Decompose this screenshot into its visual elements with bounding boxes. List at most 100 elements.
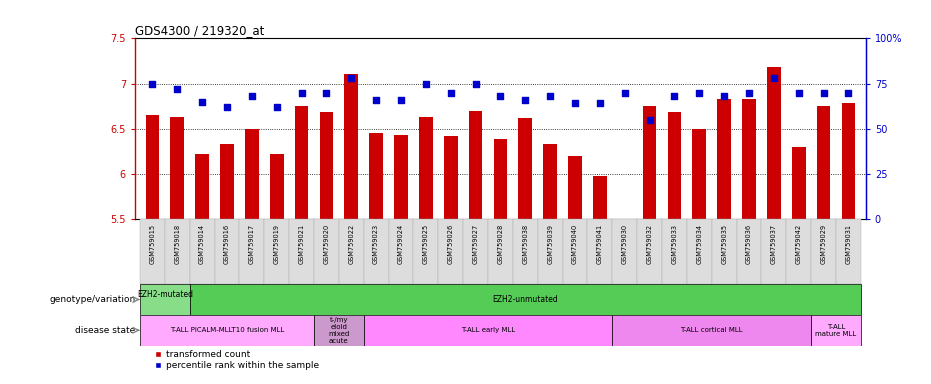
Bar xyxy=(811,219,836,284)
Bar xyxy=(613,315,811,346)
Bar xyxy=(693,129,706,219)
Bar xyxy=(593,175,607,219)
Bar xyxy=(264,219,290,284)
Point xyxy=(145,81,160,87)
Bar xyxy=(140,219,165,284)
Point xyxy=(568,100,583,106)
Text: GSM759020: GSM759020 xyxy=(323,224,330,264)
Point xyxy=(294,89,309,96)
Text: GSM759025: GSM759025 xyxy=(423,224,429,264)
Text: GSM759015: GSM759015 xyxy=(149,224,155,264)
Text: GSM759041: GSM759041 xyxy=(597,224,603,264)
Text: GSM759032: GSM759032 xyxy=(646,224,653,264)
Text: disease state: disease state xyxy=(75,326,136,335)
Point xyxy=(841,89,856,96)
Text: GSM759026: GSM759026 xyxy=(448,224,453,264)
Text: EZH2-mutated: EZH2-mutated xyxy=(137,290,193,309)
Bar xyxy=(742,99,756,219)
Point xyxy=(692,89,707,96)
Text: GSM759021: GSM759021 xyxy=(299,224,304,264)
Bar xyxy=(642,106,656,219)
Bar xyxy=(842,103,856,219)
Bar xyxy=(270,154,284,219)
Text: GSM759038: GSM759038 xyxy=(522,224,528,264)
Bar xyxy=(836,219,861,284)
Text: genotype/variation: genotype/variation xyxy=(49,295,136,304)
Bar xyxy=(394,135,408,219)
Bar xyxy=(364,315,613,346)
Text: GSM759029: GSM759029 xyxy=(820,224,827,264)
Bar xyxy=(488,219,513,284)
Text: GSM759040: GSM759040 xyxy=(572,224,578,264)
Text: GSM759018: GSM759018 xyxy=(174,224,181,264)
Bar xyxy=(419,117,433,219)
Text: GSM759030: GSM759030 xyxy=(622,224,627,264)
Point xyxy=(543,93,558,99)
Text: EZH2-unmutated: EZH2-unmutated xyxy=(492,295,559,304)
Text: GSM759033: GSM759033 xyxy=(671,224,678,264)
Point xyxy=(418,81,433,87)
Text: GSM759016: GSM759016 xyxy=(224,224,230,264)
Point xyxy=(518,97,533,103)
Bar xyxy=(370,133,383,219)
Bar xyxy=(662,219,687,284)
Bar xyxy=(711,219,736,284)
Point xyxy=(791,89,806,96)
Text: T-ALL early MLL: T-ALL early MLL xyxy=(461,327,515,333)
Bar xyxy=(687,219,711,284)
Bar xyxy=(538,219,562,284)
Bar xyxy=(140,315,314,346)
Bar xyxy=(613,219,637,284)
Bar xyxy=(196,154,209,219)
Point xyxy=(493,93,508,99)
Point xyxy=(394,97,409,103)
Bar xyxy=(439,219,463,284)
Bar xyxy=(767,67,781,219)
Text: GSM759039: GSM759039 xyxy=(547,224,553,264)
Legend: transformed count, percentile rank within the sample: transformed count, percentile rank withi… xyxy=(155,350,319,370)
Text: GSM759035: GSM759035 xyxy=(722,224,727,264)
Bar xyxy=(444,136,457,219)
Bar xyxy=(339,219,364,284)
Bar xyxy=(344,74,358,219)
Bar xyxy=(468,111,482,219)
Point xyxy=(220,104,235,110)
Bar xyxy=(413,219,439,284)
Bar xyxy=(637,219,662,284)
Bar xyxy=(513,219,538,284)
Point xyxy=(642,117,657,123)
Bar xyxy=(568,156,582,219)
Bar xyxy=(170,117,184,219)
Point xyxy=(319,89,334,96)
Point xyxy=(195,98,209,104)
Point xyxy=(667,93,681,99)
Text: t-/my
eloid
mixed
acute: t-/my eloid mixed acute xyxy=(329,317,349,344)
Bar xyxy=(388,219,413,284)
Text: GSM759031: GSM759031 xyxy=(845,224,852,264)
Text: GSM759014: GSM759014 xyxy=(199,224,205,264)
Bar xyxy=(220,144,234,219)
Point xyxy=(269,104,284,110)
Bar xyxy=(587,219,613,284)
Bar xyxy=(364,219,388,284)
Text: GSM759024: GSM759024 xyxy=(398,224,404,264)
Bar xyxy=(493,139,507,219)
Point xyxy=(766,75,781,81)
Point xyxy=(742,89,757,96)
Point xyxy=(369,97,384,103)
Point xyxy=(344,75,358,81)
Bar xyxy=(544,144,557,219)
Text: GSM759027: GSM759027 xyxy=(473,224,479,264)
Text: GSM759028: GSM759028 xyxy=(497,224,504,264)
Point xyxy=(244,93,259,99)
Bar xyxy=(145,115,159,219)
Bar xyxy=(214,219,239,284)
Text: GSM759019: GSM759019 xyxy=(274,224,279,264)
Text: T-ALL
mature MLL: T-ALL mature MLL xyxy=(816,324,857,337)
Bar xyxy=(562,219,587,284)
Bar xyxy=(165,219,190,284)
Bar xyxy=(463,219,488,284)
Point xyxy=(617,89,632,96)
Text: GSM759023: GSM759023 xyxy=(373,224,379,264)
Bar xyxy=(668,113,681,219)
